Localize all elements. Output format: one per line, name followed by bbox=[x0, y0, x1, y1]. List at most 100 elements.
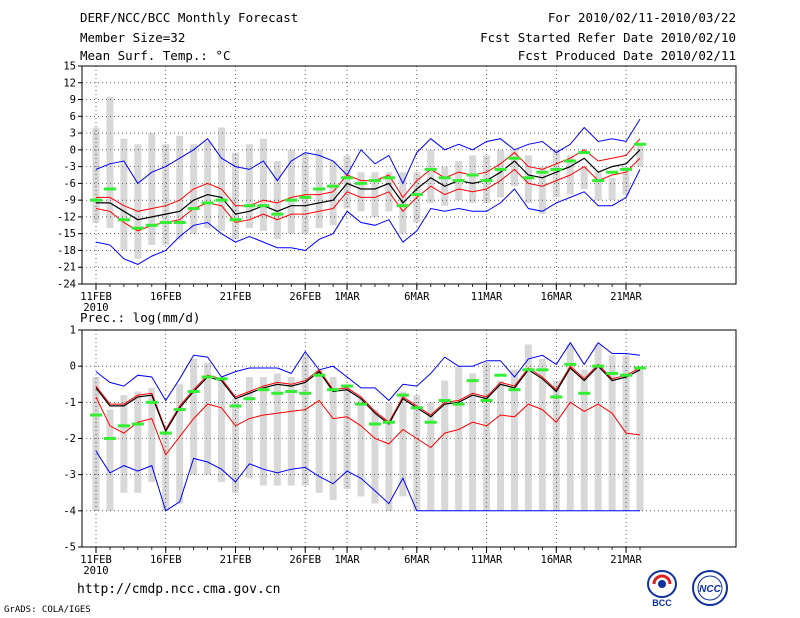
x-tick-label: 1MAR bbox=[334, 291, 360, 303]
x-tick-label: 16FEB bbox=[150, 291, 182, 303]
fcst-started-date: Fcst Started Refer Date 2010/02/10 bbox=[480, 30, 736, 45]
x-tick-label: 16MAR bbox=[541, 291, 573, 303]
observed-marker bbox=[271, 212, 284, 216]
spread-box bbox=[218, 127, 226, 231]
bcc-logo-icon: BCC bbox=[647, 570, 677, 608]
spread-box bbox=[231, 398, 239, 493]
observed-marker bbox=[103, 187, 116, 191]
x-tick-label: 6MAR bbox=[404, 291, 430, 303]
observed-marker bbox=[313, 187, 326, 191]
chart-panel-2: -5 -4 -3 -2 -1 0 1 11FEB 16FEB 21FEB 26FEB 1MAR 6MAR… bbox=[63, 325, 737, 577]
y-tick-label: -9 bbox=[63, 195, 76, 207]
observed-marker bbox=[634, 142, 646, 146]
series-mean-line bbox=[96, 149, 641, 221]
spread-box bbox=[538, 166, 546, 215]
observed-marker bbox=[229, 218, 242, 222]
spread-box bbox=[301, 152, 309, 234]
x-tick-label: 1MAR bbox=[334, 554, 360, 566]
observed-marker bbox=[494, 373, 507, 377]
observed-marker bbox=[410, 406, 423, 410]
observed-marker bbox=[564, 362, 577, 366]
y-tick-label: 15 bbox=[63, 61, 76, 73]
spread-box bbox=[497, 149, 505, 198]
spread-box bbox=[510, 369, 518, 511]
spread-box bbox=[120, 138, 128, 251]
spread-box bbox=[315, 369, 323, 493]
spread-box bbox=[231, 152, 239, 240]
observed-marker bbox=[634, 366, 646, 370]
y-tick-label: 0 bbox=[70, 144, 76, 156]
spread-box bbox=[120, 395, 128, 493]
spread-box bbox=[357, 172, 365, 212]
spread-box bbox=[636, 144, 644, 167]
x-tick-label: 26FEB bbox=[289, 554, 321, 566]
observed-marker bbox=[159, 221, 172, 225]
observed-marker bbox=[536, 170, 549, 174]
spread-box bbox=[580, 166, 588, 189]
observed-marker bbox=[592, 179, 605, 183]
observed-marker bbox=[173, 408, 186, 412]
observed-marker bbox=[201, 375, 214, 379]
y-tick-label: -18 bbox=[57, 245, 76, 257]
y-tick-label: -3 bbox=[63, 469, 76, 481]
spread-box bbox=[301, 355, 309, 486]
y-tick-label: 1 bbox=[70, 325, 76, 337]
spread-box bbox=[538, 358, 546, 511]
observed-marker bbox=[480, 399, 493, 403]
bcc-logo-text: BCC bbox=[652, 598, 672, 608]
y-tick-label: -5 bbox=[63, 542, 76, 554]
observed-marker bbox=[606, 371, 619, 375]
spread-box bbox=[106, 409, 114, 511]
x-tick-label: 11FEB bbox=[80, 554, 112, 566]
spread-box bbox=[636, 369, 644, 511]
ncc-logo-icon: NCC bbox=[692, 570, 728, 606]
observed-marker bbox=[285, 198, 298, 202]
spread-box bbox=[273, 161, 281, 240]
spread-box bbox=[245, 144, 253, 229]
fcst-produced-date: Fcst Produced Date 2010/02/11 bbox=[517, 48, 736, 63]
observed-marker bbox=[327, 388, 340, 392]
y-tick-label: -4 bbox=[63, 505, 76, 517]
observed-marker bbox=[341, 384, 354, 388]
observed-marker bbox=[550, 395, 563, 399]
observed-marker bbox=[536, 368, 549, 372]
spread-box bbox=[148, 133, 156, 245]
spread-box bbox=[427, 402, 435, 511]
observed-marker bbox=[117, 218, 130, 222]
observed-marker bbox=[243, 204, 256, 208]
observed-marker bbox=[424, 420, 437, 424]
x-tick-label: 21MAR bbox=[610, 554, 642, 566]
x-tick-label: 16FEB bbox=[150, 554, 182, 566]
chart-title: DERF/NCC/BCC Monthly Forecast bbox=[80, 10, 299, 25]
observed-marker bbox=[620, 373, 633, 377]
spread-box bbox=[204, 141, 212, 229]
observed-marker bbox=[145, 223, 158, 227]
source-url[interactable]: http://cmdp.ncc.cma.gov.cn bbox=[77, 582, 281, 597]
observed-marker bbox=[355, 181, 368, 185]
observed-marker bbox=[438, 399, 451, 403]
spread-box bbox=[552, 380, 560, 511]
series-lower-line bbox=[95, 396, 641, 456]
observed-marker bbox=[522, 176, 535, 180]
y-tick-label: -3 bbox=[63, 161, 76, 173]
series-upper-line bbox=[96, 138, 641, 212]
spread-box bbox=[594, 172, 602, 201]
spread-box bbox=[287, 377, 295, 486]
observed-marker bbox=[578, 151, 591, 155]
observed-marker bbox=[508, 388, 521, 392]
spread-box bbox=[497, 380, 505, 511]
observed-marker bbox=[550, 167, 563, 171]
observed-marker bbox=[396, 204, 409, 208]
spread-box bbox=[329, 377, 337, 500]
observed-marker bbox=[368, 422, 381, 426]
spread-box bbox=[245, 377, 253, 479]
x-tick-label: 11MAR bbox=[471, 291, 503, 303]
observed-marker bbox=[131, 226, 144, 230]
observed-marker bbox=[494, 167, 507, 171]
x-year-label: 2010 bbox=[83, 565, 108, 577]
variable-label: Mean Surf. Temp.: °C bbox=[80, 48, 231, 63]
spread-box bbox=[469, 373, 477, 511]
observed-marker bbox=[355, 402, 368, 406]
series-max-line bbox=[95, 341, 641, 402]
plot-frame bbox=[81, 65, 737, 285]
